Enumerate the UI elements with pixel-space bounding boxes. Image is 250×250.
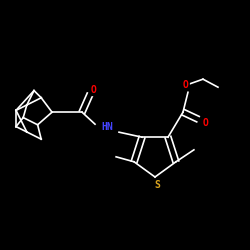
Text: O: O xyxy=(183,80,189,90)
Text: O: O xyxy=(91,85,97,95)
Text: HN: HN xyxy=(101,122,113,132)
Text: O: O xyxy=(203,118,209,128)
Text: S: S xyxy=(154,180,160,190)
